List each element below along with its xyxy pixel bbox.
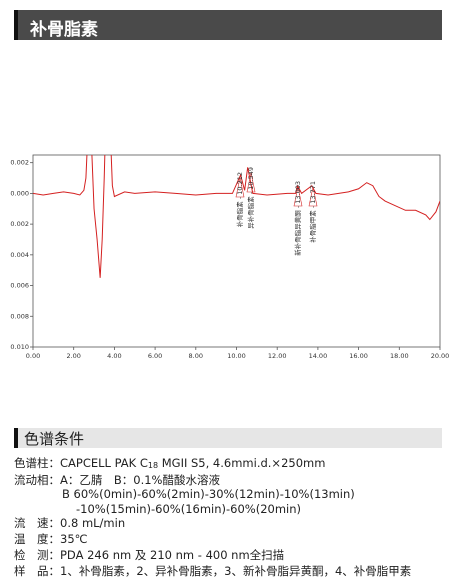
- peak-marker: [293, 186, 303, 207]
- y-tick-label: 0.006: [10, 282, 29, 290]
- y-tick-label: 0.002: [10, 159, 29, 167]
- header-marker: [14, 10, 18, 40]
- y-tick-label: 0.008: [10, 312, 29, 320]
- section-marker: [14, 428, 18, 448]
- x-tick-label: 12.00: [268, 352, 287, 360]
- peak-marker: [308, 186, 318, 207]
- condition-label: 流 速：: [14, 516, 60, 530]
- condition-value: B 60%(0min)-60%(2min)-30%(12min)-10%(13m…: [62, 487, 355, 501]
- x-tick-label: 18.00: [390, 352, 409, 360]
- condition-row: 流 速：0.8 mL/min: [14, 515, 125, 531]
- peak-label: 异补骨脂素 - 10.549: [246, 167, 255, 229]
- condition-value: -10%(15min)-60%(16min)-60%(20min): [76, 502, 302, 516]
- condition-row: -10%(15min)-60%(16min)-60%(20min): [76, 502, 301, 516]
- condition-row: 色谱柱：CAPCELL PAK C18 MGII S5, 4.6mmi.d.×2…: [14, 455, 325, 471]
- x-tick-label: 2.00: [66, 352, 80, 360]
- y-tick-label: 0.010: [10, 343, 29, 351]
- condition-value: PDA 246 nm 及 210 nm - 400 nm全扫描: [60, 548, 285, 562]
- condition-label: 检 测：: [14, 548, 60, 562]
- condition-value: 35℃: [60, 532, 88, 546]
- x-tick-label: 4.00: [107, 352, 121, 360]
- peak-marker: [246, 172, 256, 193]
- condition-value: 0.8 mL/min: [60, 516, 126, 530]
- condition-label: 样 品：: [14, 564, 60, 578]
- section-title: 色谱条件: [24, 430, 85, 448]
- x-tick-label: 8.00: [189, 352, 203, 360]
- y-tick-label: 0.004: [10, 251, 29, 259]
- peak-label: 补骨脂甲素 - 13.771: [308, 181, 317, 243]
- trace: [33, 155, 440, 278]
- condition-label: 色谱柱：: [14, 456, 60, 470]
- condition-row: B 60%(0min)-60%(2min)-30%(12min)-10%(13m…: [62, 487, 355, 501]
- condition-row: 温 度：35℃: [14, 531, 88, 547]
- condition-rest: MGII S5, 4.6mmi.d.×250mm: [158, 456, 326, 470]
- x-tick-label: 20.00: [431, 352, 450, 360]
- x-tick-label: 14.00: [309, 352, 328, 360]
- condition-row: 流动相：A：乙腈 B：0.1%醋酸水溶液: [14, 472, 220, 488]
- section-bar: 色谱条件: [14, 428, 442, 448]
- x-tick-label: 10.00: [227, 352, 246, 360]
- condition-label: 温 度：: [14, 532, 60, 546]
- condition-value: 1、补骨脂素，2、异补骨脂素，3、新补骨脂异黄酮，4、补骨脂甲素: [60, 564, 412, 578]
- header-title: 补骨脂素: [30, 20, 98, 40]
- y-tick-label: 0.002: [10, 220, 29, 228]
- header-bar: 补骨脂素: [14, 10, 442, 40]
- condition-row: 检 测：PDA 246 nm 及 210 nm - 400 nm全扫描: [14, 547, 284, 563]
- condition-label: 流动相：: [14, 473, 60, 487]
- y-tick-label: 0.000: [10, 189, 29, 197]
- peak-label: 新补骨脂异黄酮 - 13.003: [293, 181, 302, 256]
- peak-marker: [235, 177, 245, 198]
- x-tick-label: 0.00: [26, 352, 40, 360]
- peak-label: 补骨脂素 - 10.212: [235, 172, 244, 227]
- condition-value: A：乙腈 B：0.1%醋酸水溶液: [60, 473, 220, 487]
- x-tick-label: 16.00: [349, 352, 368, 360]
- condition-value: CAPCELL PAK C: [60, 456, 148, 470]
- condition-row: 样 品：1、补骨脂素，2、异补骨脂素，3、新补骨脂异黄酮，4、补骨脂甲素: [14, 563, 411, 579]
- x-tick-label: 6.00: [148, 352, 162, 360]
- condition-sub: 18: [147, 461, 159, 470]
